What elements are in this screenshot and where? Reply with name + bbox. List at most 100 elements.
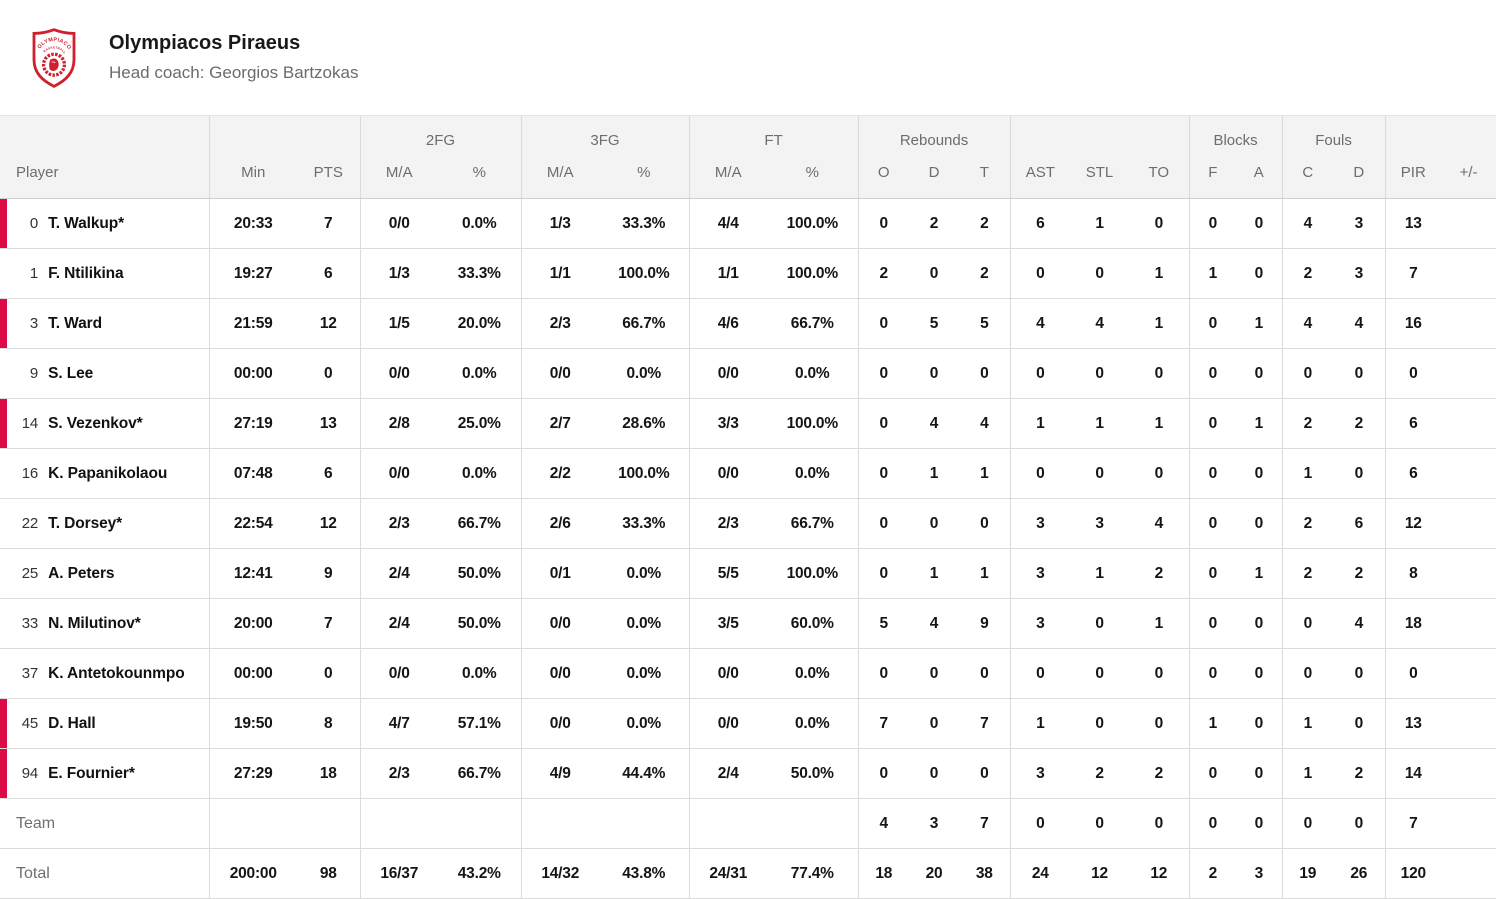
stat-blk_f: 0: [1188, 348, 1237, 399]
stat-fg2_pct: 0.0%: [438, 648, 521, 699]
stat-fg3_pct: 0.0%: [599, 548, 689, 599]
player-name[interactable]: E. Fournier*: [48, 764, 135, 782]
stat-foul_d: 4: [1333, 298, 1386, 349]
table-row: 94 E. Fournier* 27:29 18 2/3 66.7% 4/9 44.4% 2…: [0, 748, 1496, 799]
player-name[interactable]: A. Peters: [48, 564, 115, 582]
stat-fg3_pct: [599, 798, 689, 849]
stat-fg2_pct: 66.7%: [438, 498, 521, 549]
stat-min: 27:19: [208, 398, 297, 449]
stat-reb_o: 2: [857, 248, 910, 299]
col-ft-ma: M/A: [688, 155, 767, 199]
table-row: 1 F. Ntilikina 19:27 6 1/3 33.3% 1/1 100.0% 1/…: [0, 248, 1496, 299]
table-body: 0 T. Walkup* 20:33 7 0/0 0.0% 1/3 33.3% 4/4 100…: [0, 198, 1496, 899]
stat-stl: 1: [1070, 398, 1130, 449]
stat-blk_a: 0: [1236, 648, 1283, 699]
stat-foul_c: 2: [1281, 498, 1334, 549]
player-number: 25: [21, 564, 38, 582]
stat-pts: 7: [297, 598, 360, 649]
stat-fg3_ma: 2/6: [520, 498, 599, 549]
col-reb-d: D: [909, 155, 960, 199]
stat-fg2_pct: 20.0%: [438, 298, 521, 349]
player-number: 9: [29, 364, 38, 382]
stat-ft_ma: [688, 798, 767, 849]
player-cell: 94 E. Fournier*: [0, 748, 209, 799]
stat-pir: 7: [1384, 248, 1442, 299]
stat-foul_d: 0: [1333, 698, 1386, 749]
player-name[interactable]: K. Papanikolaou: [48, 464, 168, 482]
stat-reb_t: 0: [959, 498, 1011, 549]
stat-plus_minus: [1441, 848, 1496, 899]
stat-fg3_pct: 100.0%: [599, 248, 689, 299]
group-minpts-spacer: [208, 115, 360, 156]
col-ast: AST: [1009, 155, 1071, 199]
stat-pts: 0: [297, 648, 360, 699]
stat-reb_d: 0: [909, 698, 960, 749]
player-name[interactable]: T. Ward: [48, 314, 102, 332]
player-cell: 25 A. Peters: [0, 548, 209, 599]
player-name[interactable]: S. Lee: [48, 364, 94, 382]
stat-fg2_pct: [438, 798, 521, 849]
player-name[interactable]: K. Antetokounmpo: [48, 664, 185, 682]
team-logo: OLYMPIACOS BASKETBALL: [27, 24, 79, 89]
stat-ft_ma: 4/6: [688, 298, 767, 349]
player-name[interactable]: S. Vezenkov*: [48, 414, 143, 432]
stat-fg2_ma: 2/8: [359, 398, 438, 449]
stat-ft_pct: 100.0%: [767, 248, 859, 299]
stat-pir: 120: [1384, 848, 1442, 899]
stat-min: 20:00: [208, 598, 297, 649]
stat-pir: 6: [1384, 398, 1442, 449]
stat-ft_ma: 2/3: [688, 498, 767, 549]
stat-fg3_ma: 0/1: [520, 548, 599, 599]
player-name[interactable]: T. Dorsey*: [48, 514, 123, 532]
col-blk-f: F: [1188, 155, 1237, 199]
stat-fg3_pct: 100.0%: [599, 448, 689, 499]
stat-ast: 3: [1009, 748, 1071, 799]
stat-fg2_ma: 0/0: [359, 648, 438, 699]
stat-fg2_ma: 2/3: [359, 498, 438, 549]
stat-to: 0: [1129, 648, 1190, 699]
stat-to: 1: [1129, 298, 1190, 349]
stat-blk_f: 0: [1188, 398, 1237, 449]
stat-fg2_pct: 0.0%: [438, 198, 521, 249]
player-name[interactable]: D. Hall: [48, 714, 96, 732]
stat-ft_pct: 66.7%: [767, 298, 859, 349]
table-row: 0 T. Walkup* 20:33 7 0/0 0.0% 1/3 33.3% 4/4 100…: [0, 198, 1496, 249]
stat-to: 1: [1129, 398, 1190, 449]
table-row: 14 S. Vezenkov* 27:19 13 2/8 25.0% 2/7 28.6% 3…: [0, 398, 1496, 449]
stat-pts: 6: [297, 448, 360, 499]
stat-fg3_pct: 33.3%: [599, 198, 689, 249]
stat-fg3_pct: 0.0%: [599, 348, 689, 399]
col-2fg-ma: M/A: [359, 155, 438, 199]
stat-pts: 12: [297, 298, 360, 349]
player-cell: 9 S. Lee: [0, 348, 209, 399]
player-name[interactable]: T. Walkup*: [48, 214, 125, 232]
table-row: 22 T. Dorsey* 22:54 12 2/3 66.7% 2/6 33.3% 2/3…: [0, 498, 1496, 549]
stat-blk_a: 0: [1236, 348, 1283, 399]
stat-blk_a: 3: [1236, 848, 1283, 899]
stat-min: 27:29: [208, 748, 297, 799]
stat-plus_minus: [1441, 548, 1496, 599]
page-title: Olympiacos Piraeus: [109, 32, 301, 55]
stat-stl: 1: [1070, 548, 1130, 599]
stat-fg2_pct: 50.0%: [438, 548, 521, 599]
col-foul-c: C: [1281, 155, 1334, 199]
player-name[interactable]: N. Milutinov*: [48, 614, 141, 632]
stat-fg2_pct: 0.0%: [438, 348, 521, 399]
stat-stl: 0: [1070, 348, 1130, 399]
stat-fg3_ma: 0/0: [520, 598, 599, 649]
stat-ft_pct: 50.0%: [767, 748, 859, 799]
stat-ast: 0: [1009, 448, 1071, 499]
stat-reb_o: 0: [857, 198, 910, 249]
stat-ft_pct: 60.0%: [767, 598, 859, 649]
stat-stl: 2: [1070, 748, 1130, 799]
stat-pir: 8: [1384, 548, 1442, 599]
stat-blk_f: 0: [1188, 498, 1237, 549]
team-header: OLYMPIACOS BASKETBALL Olympiacos Piraeus…: [0, 0, 1496, 115]
player-name[interactable]: F. Ntilikina: [48, 264, 124, 282]
col-2fg-pct: %: [438, 155, 521, 199]
player-number: 94: [21, 764, 38, 782]
stat-reb_o: 0: [857, 448, 910, 499]
row-label: Team: [16, 814, 56, 832]
stat-ft_ma: 24/31: [688, 848, 767, 899]
table-row: Total 200:00 98 16/37 43.2% 14/32 43.8% 24/31 7…: [0, 848, 1496, 899]
